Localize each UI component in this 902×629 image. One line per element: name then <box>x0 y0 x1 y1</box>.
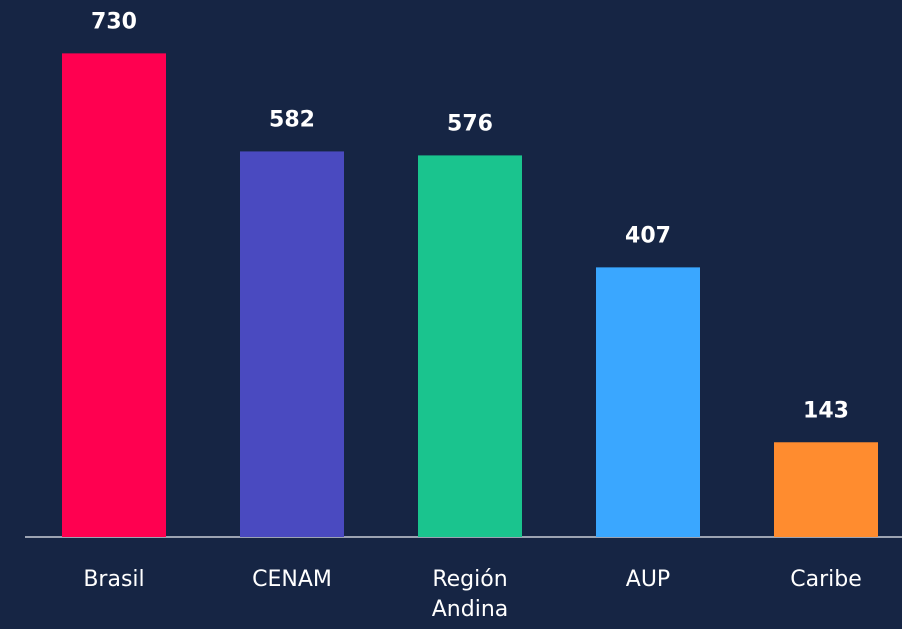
bar <box>418 155 522 537</box>
x-tick-label: AUP <box>625 567 671 592</box>
x-tick-label: Caribe <box>790 567 862 592</box>
x-tick-label: Región Andina <box>431 567 509 622</box>
value-label: 576 <box>447 111 493 136</box>
bar <box>774 442 878 537</box>
value-label: 143 <box>803 398 849 423</box>
value-label: 407 <box>625 223 671 248</box>
value-label: 730 <box>91 9 137 34</box>
bar <box>240 151 344 538</box>
value-label: 582 <box>269 107 315 132</box>
bar <box>596 267 700 537</box>
x-tick-label: CENAM <box>252 567 332 592</box>
bar <box>62 53 166 537</box>
x-tick-label: Brasil <box>83 567 145 592</box>
